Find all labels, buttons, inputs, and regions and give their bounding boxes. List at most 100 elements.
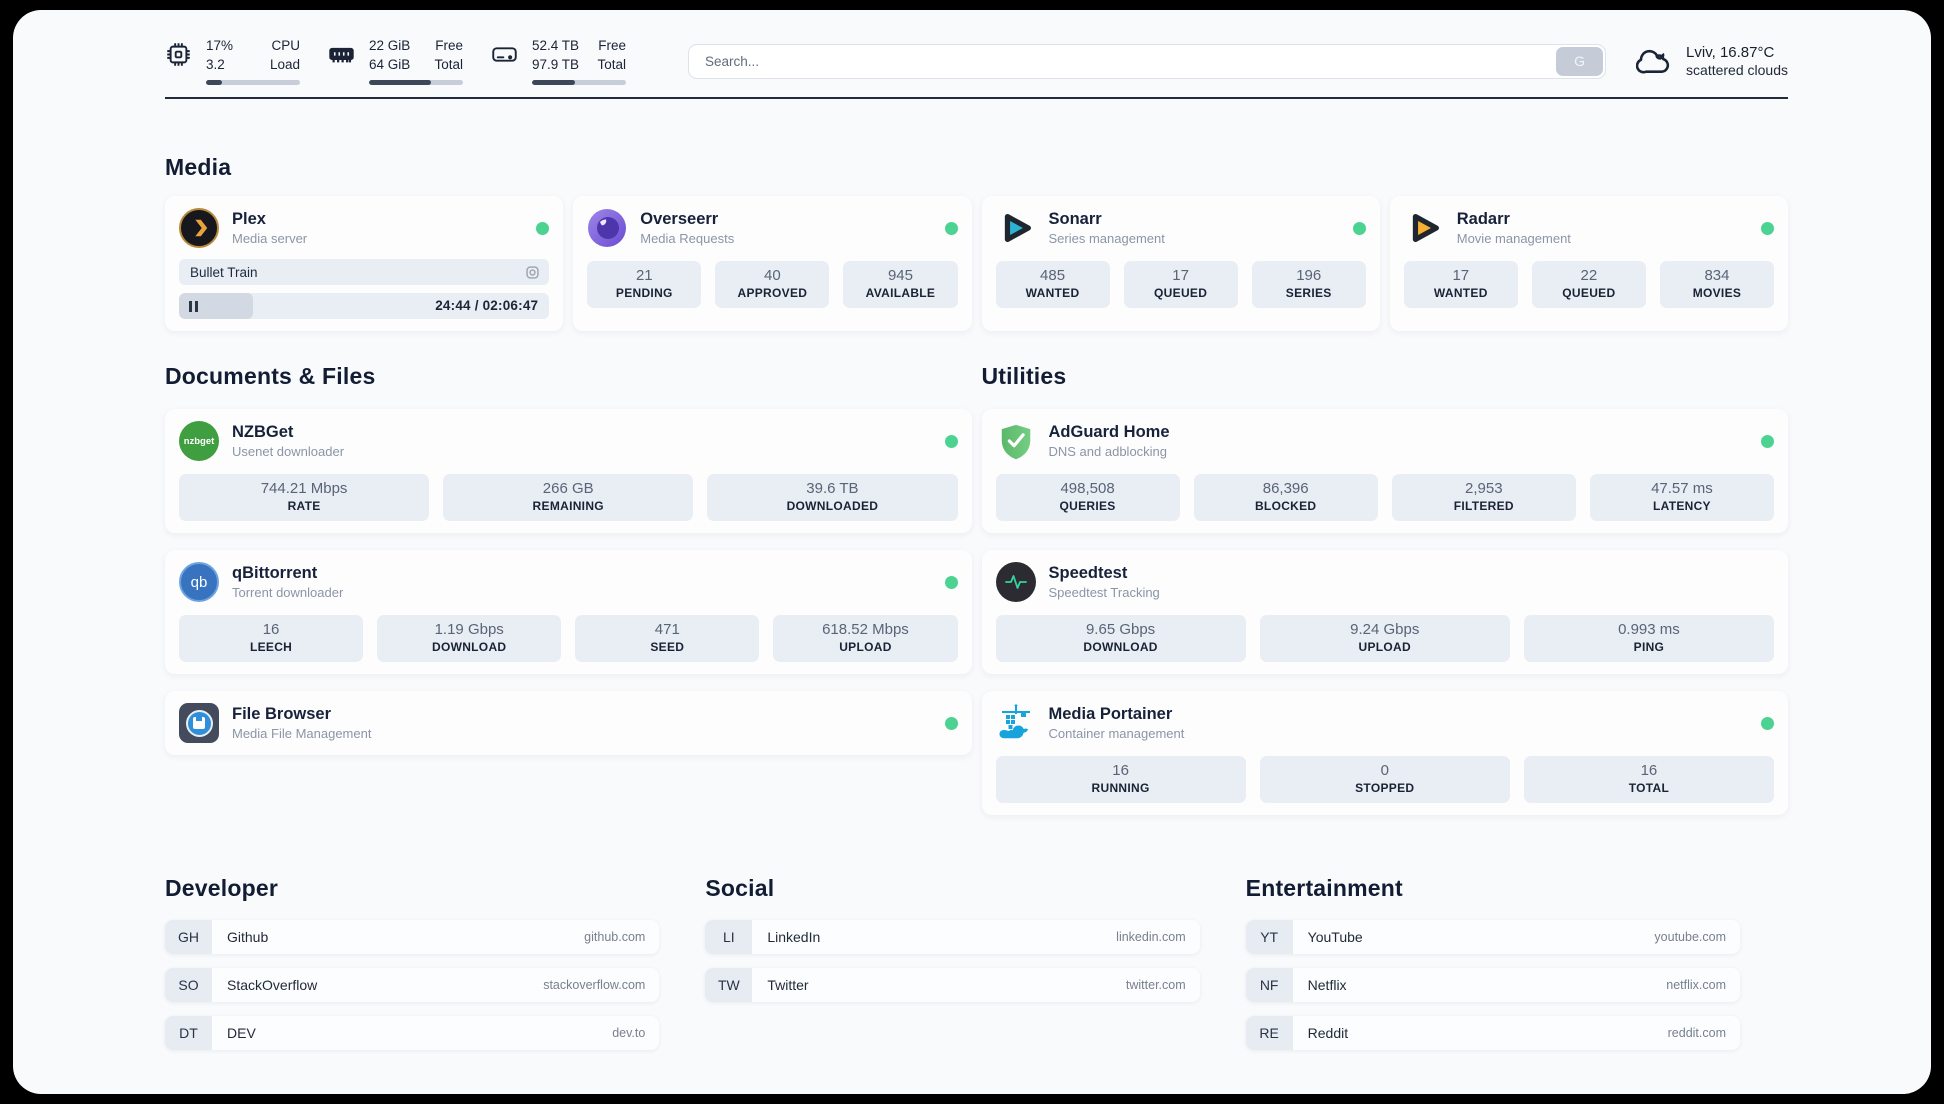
ram-icon bbox=[329, 48, 354, 63]
app-title: Plex bbox=[232, 210, 266, 228]
cpu-chip-icon bbox=[167, 43, 190, 66]
mem-label-2: Total bbox=[434, 57, 463, 72]
app-title: AdGuard Home bbox=[1048, 423, 1170, 441]
filebrowser-card[interactable]: File Browser Media File Management bbox=[165, 691, 972, 755]
stat-upload: 618.52 Mbps UPLOAD bbox=[773, 615, 958, 662]
status-dot bbox=[944, 716, 958, 730]
nzbget-card[interactable]: nzbget NZBGet Usenet downloader 744.21 M… bbox=[165, 409, 972, 533]
link-abbr: LI bbox=[705, 920, 753, 954]
section-title-entertainment: Entertainment bbox=[1245, 875, 1403, 901]
now-playing-title: Bullet Train bbox=[190, 264, 258, 280]
disk-widget: 52.4 TB 97.9 TB Free Total bbox=[491, 37, 626, 85]
stat-wanted: 17 WANTED bbox=[1403, 261, 1518, 308]
stat-ping: 0.993 ms PING bbox=[1523, 615, 1774, 662]
portainer-card[interactable]: Media Portainer Container management 16 R… bbox=[981, 691, 1788, 815]
disk-label-2: Total bbox=[597, 57, 626, 72]
mem-free: 22 GiB bbox=[369, 38, 411, 54]
video-icon bbox=[525, 265, 540, 280]
stat-queries: 498,508 QUERIES bbox=[995, 474, 1180, 521]
filebrowser-icon bbox=[179, 703, 219, 743]
stat-queued: 22 QUEUED bbox=[1531, 261, 1646, 308]
weather-widget: Lviv, 16.87°C scattered clouds bbox=[1636, 44, 1788, 78]
link-url: netflix.com bbox=[1666, 978, 1726, 992]
link-name: DEV bbox=[227, 1025, 256, 1041]
cpu-label-2: Load bbox=[269, 57, 300, 72]
stat-series: 196 SERIES bbox=[1251, 261, 1366, 308]
link-url: linkedin.com bbox=[1116, 930, 1186, 944]
link-netflix[interactable]: NF Netflix netflix.com bbox=[1245, 968, 1740, 1002]
overseerr-card[interactable]: Overseerr Media Requests 21 PENDING 40 APP… bbox=[573, 196, 972, 331]
mem-total: 64 GiB bbox=[369, 57, 411, 72]
link-linkedin[interactable]: LI LinkedIn linkedin.com bbox=[705, 920, 1200, 954]
qbittorrent-card[interactable]: qb qBittorrent Torrent downloader 16 LEEC… bbox=[165, 550, 972, 674]
playback-progress-fill bbox=[179, 293, 254, 319]
section-title-developer: Developer bbox=[165, 875, 279, 901]
cloud-icon bbox=[1636, 49, 1670, 74]
link-abbr: GH bbox=[165, 920, 212, 954]
link-twitter[interactable]: TW Twitter twitter.com bbox=[705, 968, 1200, 1002]
app-title: qBittorrent bbox=[232, 564, 318, 582]
link-url: stackoverflow.com bbox=[543, 978, 646, 992]
link-url: youtube.com bbox=[1654, 930, 1726, 944]
section-title-media: Media bbox=[165, 154, 232, 180]
stat-blocked: 86,396 BLOCKED bbox=[1193, 474, 1378, 521]
disk-free: 52.4 TB bbox=[532, 38, 580, 54]
stat-total: 16 TOTAL bbox=[1523, 756, 1774, 803]
app-subtitle: Media server bbox=[232, 231, 308, 246]
section-title-social: Social bbox=[705, 875, 775, 901]
link-abbr: YT bbox=[1245, 920, 1293, 954]
section-title-documents: Documents & Files bbox=[165, 363, 376, 389]
app-title: NZBGet bbox=[232, 423, 294, 441]
status-dot bbox=[944, 575, 958, 589]
disk-progress-fill bbox=[532, 79, 576, 85]
sonarr-card[interactable]: Sonarr Series management 485 WANTED 17 QUE… bbox=[981, 196, 1380, 331]
cpu-widget: 17% 3.2 CPU Load bbox=[165, 37, 300, 85]
cpu-progress-bar bbox=[206, 79, 300, 85]
pause-icon bbox=[189, 300, 192, 312]
adguard-icon bbox=[996, 421, 1036, 461]
stat-downloaded: 39.6 TB DOWNLOADED bbox=[707, 474, 958, 521]
status-dot bbox=[1761, 221, 1774, 235]
speedtest-icon bbox=[995, 562, 1036, 602]
link-dev[interactable]: DT DEV dev.to bbox=[165, 1016, 660, 1050]
link-github[interactable]: GH Github github.com bbox=[165, 920, 660, 954]
disk-label-1: Free bbox=[598, 38, 626, 54]
memory-progress-bar bbox=[369, 79, 463, 85]
speedtest-card[interactable]: Speedtest Speedtest Tracking 9.65 Gbps DO… bbox=[981, 550, 1788, 674]
search-input[interactable] bbox=[688, 43, 1607, 79]
stat-wanted: 485 WANTED bbox=[995, 261, 1110, 308]
app-subtitle: Media File Management bbox=[232, 726, 372, 741]
radarr-card[interactable]: Radarr Movie management 17 WANTED 22 QUEUE… bbox=[1389, 196, 1788, 331]
link-abbr: NF bbox=[1245, 968, 1293, 1002]
link-youtube[interactable]: YT YouTube youtube.com bbox=[1245, 920, 1740, 954]
stat-queued: 17 QUEUED bbox=[1123, 261, 1238, 308]
stat-upload: 9.24 Gbps UPLOAD bbox=[1259, 615, 1510, 662]
app-subtitle: Speedtest Tracking bbox=[1048, 585, 1160, 600]
status-dot bbox=[1352, 221, 1366, 235]
link-reddit[interactable]: RE Reddit reddit.com bbox=[1245, 1016, 1740, 1050]
app-subtitle: Series management bbox=[1048, 231, 1165, 246]
overseerr-icon bbox=[587, 208, 627, 248]
disk-progress-bar bbox=[532, 79, 626, 85]
now-playing-row: Bullet Train bbox=[179, 259, 550, 285]
app-subtitle: Container management bbox=[1048, 726, 1185, 741]
portainer-icon bbox=[996, 703, 1036, 743]
app-subtitle: Media Requests bbox=[640, 231, 735, 246]
adguard-card[interactable]: AdGuard Home DNS and adblocking 498,508 Q… bbox=[981, 409, 1788, 533]
stat-approved: 40 APPROVED bbox=[715, 261, 830, 308]
app-title: Sonarr bbox=[1048, 210, 1102, 228]
stat-filtered: 2,953 FILTERED bbox=[1391, 474, 1576, 521]
top-bar: 17% 3.2 CPU Load 22 GiB 64 GiB Free Total bbox=[165, 10, 1788, 86]
plex-card[interactable]: Plex Media server Bullet Train 24:44 / 0… bbox=[165, 196, 564, 331]
hard-drive-icon bbox=[492, 47, 517, 62]
link-stackoverflow[interactable]: SO StackOverflow stackoverflow.com bbox=[165, 968, 660, 1002]
link-abbr: RE bbox=[1245, 1016, 1293, 1050]
stat-latency: 47.57 ms LATENCY bbox=[1589, 474, 1774, 521]
stat-seed: 471 SEED bbox=[575, 615, 760, 662]
disk-total: 97.9 TB bbox=[532, 57, 580, 72]
memory-widget: 22 GiB 64 GiB Free Total bbox=[328, 37, 463, 85]
sonarr-icon bbox=[996, 208, 1036, 248]
link-name: LinkedIn bbox=[767, 929, 821, 945]
section-title-utilities: Utilities bbox=[981, 363, 1067, 389]
search-provider-button[interactable]: G bbox=[1556, 46, 1604, 76]
